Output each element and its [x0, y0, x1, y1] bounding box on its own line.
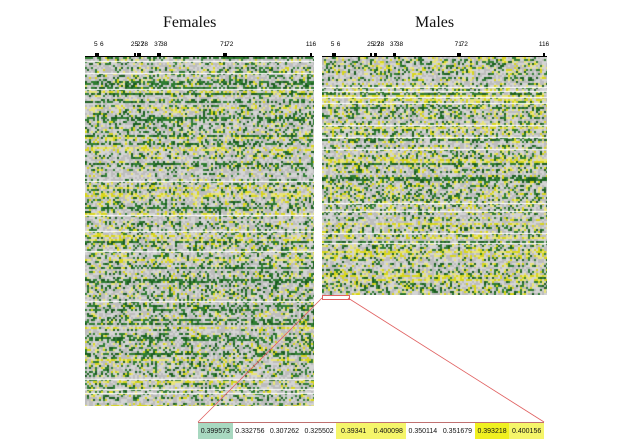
males-title: Males — [415, 14, 455, 31]
value-cell: 0.307262 — [267, 423, 302, 439]
ruler-tick-label: 71 — [220, 41, 228, 48]
ruler-tick-label: 6 — [99, 41, 104, 48]
value-cell: 0.399573 — [198, 423, 233, 439]
ruler-tick-label: 116 — [305, 41, 317, 48]
ruler-tick-label: 6 — [336, 41, 341, 48]
value-cell: 0.400098 — [370, 423, 406, 439]
ruler-tick-label: 25 — [130, 41, 139, 48]
ruler-tick-label: 5 — [93, 41, 98, 48]
value-cell: 0.351679 — [440, 423, 475, 439]
ruler-tick-label: 37 — [154, 41, 162, 48]
ruler-tick-label: 27 — [136, 41, 145, 48]
ruler-tick-label: 27 — [373, 41, 381, 48]
ruler-tick-label: 25 — [367, 41, 375, 48]
ruler-baseline — [85, 56, 314, 57]
zoom-line-right — [347, 297, 545, 423]
females-title: Females — [163, 14, 217, 31]
zoom-selection-box — [322, 295, 350, 300]
ruler-tick-label: 28 — [140, 41, 149, 48]
value-cell: 0.393218 — [474, 423, 510, 439]
value-cell: 0.350114 — [405, 423, 441, 439]
ruler-tick-label: 38 — [160, 41, 168, 48]
ruler-tick-label: 71 — [454, 41, 462, 48]
ruler-tick-label: 37 — [389, 41, 398, 48]
ruler-baseline — [322, 56, 547, 57]
ruler-tick-label: 72 — [226, 41, 234, 48]
value-cell: 0.332756 — [232, 423, 268, 439]
zoom-value-strip: 0.399573 0.332756 0.307262 0.325502 0.39… — [198, 422, 544, 439]
males-heatmap — [322, 57, 547, 295]
ruler-tick-label: 116 — [538, 41, 550, 48]
females-heatmap — [85, 57, 314, 406]
zoom-line-left — [197, 297, 323, 423]
ruler-tick-label: 5 — [330, 41, 335, 48]
ruler-tick-label: 72 — [460, 41, 468, 48]
ruler-tick-label: 28 — [376, 41, 385, 48]
ruler-tick-label: 38 — [395, 41, 404, 48]
value-cell: 0.39341 — [336, 423, 371, 439]
value-cell: 0.400156 — [509, 423, 544, 439]
value-cell: 0.325502 — [301, 423, 337, 439]
